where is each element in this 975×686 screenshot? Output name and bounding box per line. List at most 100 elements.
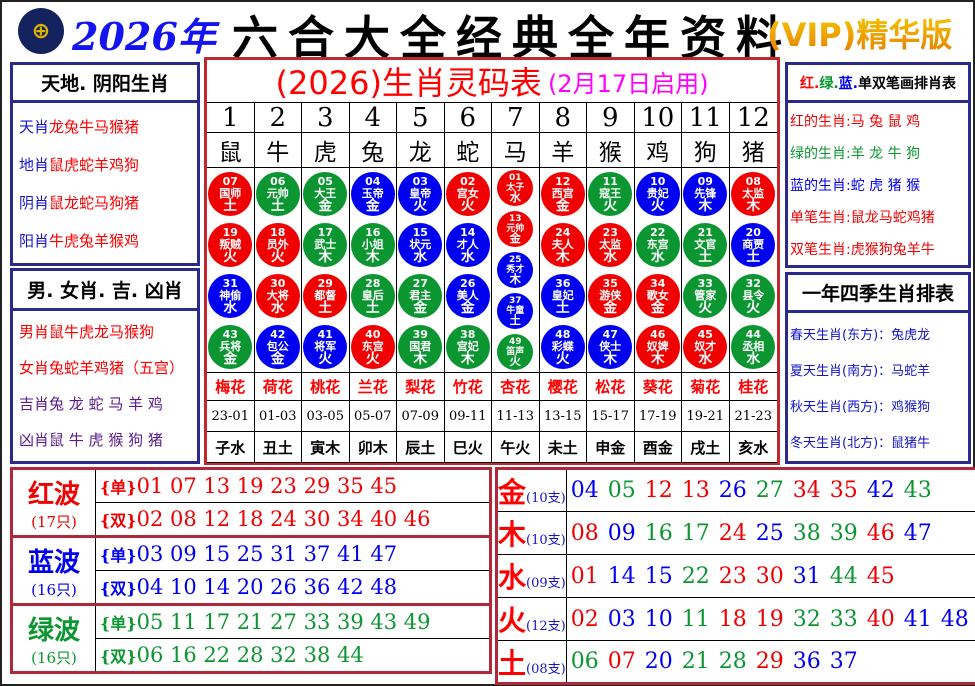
element-label: 水(09支) (496, 554, 567, 598)
item-value: 马 兔 鼠 鸡 (850, 114, 921, 130)
ball-element: 土 (318, 299, 333, 316)
number-ball: 25 秀才木 (497, 251, 534, 288)
tiandi-yinyang-box: 天地. 阴阳生肖 天肖 龙兔牛马猴猪 地肖 鼠虎蛇羊鸡狗 阴肖 鼠龙蛇马狗猪 阳肖 牛虎兔羊猴… (10, 62, 200, 266)
number-ball: 30 大将水 (255, 273, 300, 318)
element-numbers: 01 14 15 22 23 30 31 44 45 (565, 554, 975, 598)
ball-number: 02 (460, 174, 476, 188)
ball-name: 县令 (742, 288, 765, 302)
element-number: 37 (829, 649, 858, 674)
number-list: 06 16 22 28 32 38 44 (136, 643, 364, 667)
table-title: (2026)生肖灵码表 (2月17日启用) (207, 60, 777, 103)
element-number: 15 (644, 563, 673, 589)
ball-column: 04 玉帝金 16 小姐木 28 皇后土 40 东宫火 (349, 168, 397, 373)
element-number: 14 (607, 563, 636, 589)
ball-element: 土 (365, 299, 380, 316)
ball-name: 文官 (694, 237, 717, 251)
ball-element: 水 (698, 350, 713, 367)
column-number: 12 (729, 103, 777, 133)
zodiac-header: 羊 (539, 133, 587, 168)
ball-element: 火 (413, 197, 428, 214)
ball-element: 火 (746, 299, 761, 316)
ball-number: 43 (222, 327, 238, 341)
ball-element: 金 (509, 232, 521, 246)
title-rest: 单双笔画排肖表 (857, 75, 956, 92)
ball-number: 26 (460, 276, 476, 290)
number-ball: 41 将军火 (303, 324, 348, 369)
ball-name: 兵将 (219, 339, 242, 353)
number-ball: 03 皇帝火 (398, 171, 443, 216)
five-elements-table: 金(10支) 04 05 12 13 26 27 34 35 42 43 木(10支) 08 09 16 17… (495, 467, 975, 685)
element-number: 17 (681, 520, 710, 546)
branch-cell: 申金 (587, 432, 635, 463)
column-number: 5 (397, 103, 445, 133)
ball-name: 侠士 (599, 339, 622, 353)
ball-name: 秀才 (506, 264, 525, 275)
flower-cell: 松花 (587, 373, 635, 401)
column-number: 2 (254, 103, 302, 133)
item-value: ：马蛇羊 (878, 363, 931, 379)
ball-column: 07 国师土 19 叛贼火 31 神偷水 43 兵将金 (207, 168, 255, 373)
number-ball: 38 宫妃木 (445, 324, 490, 369)
ball-number: 48 (555, 327, 571, 341)
wave-name: 绿波 (27, 615, 80, 646)
ball-element: 金 (270, 350, 285, 367)
zodiac-header: 龙 (397, 133, 445, 168)
branch-cell: 辰土 (397, 432, 445, 463)
ball-number: 35 (602, 276, 618, 290)
element-number: 29 (755, 649, 784, 674)
ball-number: 09 (697, 174, 713, 188)
ball-element: 水 (460, 248, 475, 265)
number-list: 02 08 12 18 24 30 34 40 46 (136, 507, 431, 531)
number-ball: 21 文官土 (683, 222, 728, 267)
list-item: 夏天生肖(南方) ：马蛇羊 (788, 351, 968, 387)
ball-number: 06 (270, 174, 286, 188)
ball-name: 夫人 (551, 237, 574, 251)
list-item: 阳肖 牛虎兔羊猴鸡 (13, 221, 197, 259)
item-label: 春天生肖(东方) (790, 327, 879, 343)
column-number: 11 (682, 103, 730, 133)
element-label: 木(10支) (496, 511, 567, 555)
ball-number: 20 (745, 225, 761, 239)
ball-element: 水 (650, 248, 665, 265)
ball-number: 11 (602, 174, 618, 188)
ball-element: 金 (460, 299, 475, 316)
ball-name: 大将 (266, 288, 289, 302)
ball-name: 君主 (409, 288, 432, 302)
ball-element: 木 (746, 197, 761, 214)
number-ball: 45 奴才水 (683, 324, 728, 369)
number-ball: 36 皇妃土 (540, 273, 585, 318)
element-number: 20 (644, 649, 673, 674)
element-number: 11 (681, 606, 710, 632)
element-number: 48 (940, 606, 969, 632)
ball-name: 国师 (219, 186, 242, 200)
item-label: 吉肖 (19, 394, 50, 413)
element-row: 土(08支) 06 07 20 21 28 29 36 37 (496, 640, 975, 684)
hkjc-emblem-icon: ⊕ (18, 8, 64, 54)
list-item: 阴肖 鼠龙蛇马狗猪 (13, 183, 197, 221)
ball-element: 土 (270, 197, 285, 214)
ball-number: 23 (602, 225, 618, 239)
element-numbers: 08 09 16 17 24 25 38 39 46 47 (565, 511, 975, 555)
parity-tag: {单} (100, 614, 137, 633)
ball-name: 武士 (314, 237, 337, 251)
element-number: 13 (681, 478, 710, 503)
element-numbers: 020310111819323340414849 (565, 597, 975, 641)
number-ball: 10 贵妃火 (635, 171, 680, 216)
wave-label: 绿波 (16只) (11, 604, 96, 674)
zodiac-header: 马 (492, 133, 540, 168)
box-title: 一年四季生肖排表 (788, 275, 968, 313)
element-number: 46 (866, 520, 895, 546)
ball-element: 木 (650, 350, 665, 367)
element-row: 金(10支) 04 05 12 13 26 27 34 35 42 43 (496, 468, 975, 512)
parity-tag: {双} (100, 579, 137, 598)
ball-name: 皇帝 (409, 186, 432, 200)
ball-number: 05 (317, 174, 333, 188)
ball-number: 40 (365, 327, 381, 341)
ball-name: 太监 (742, 186, 765, 200)
ball-name: 都督 (314, 288, 337, 302)
wave-count: (17只) (31, 512, 77, 531)
wave-numbers: {双}06 16 22 28 32 38 44 (95, 638, 491, 674)
element-number: 22 (681, 563, 710, 589)
ball-name: 元帅 (266, 186, 289, 200)
ball-element: 木 (365, 248, 380, 265)
